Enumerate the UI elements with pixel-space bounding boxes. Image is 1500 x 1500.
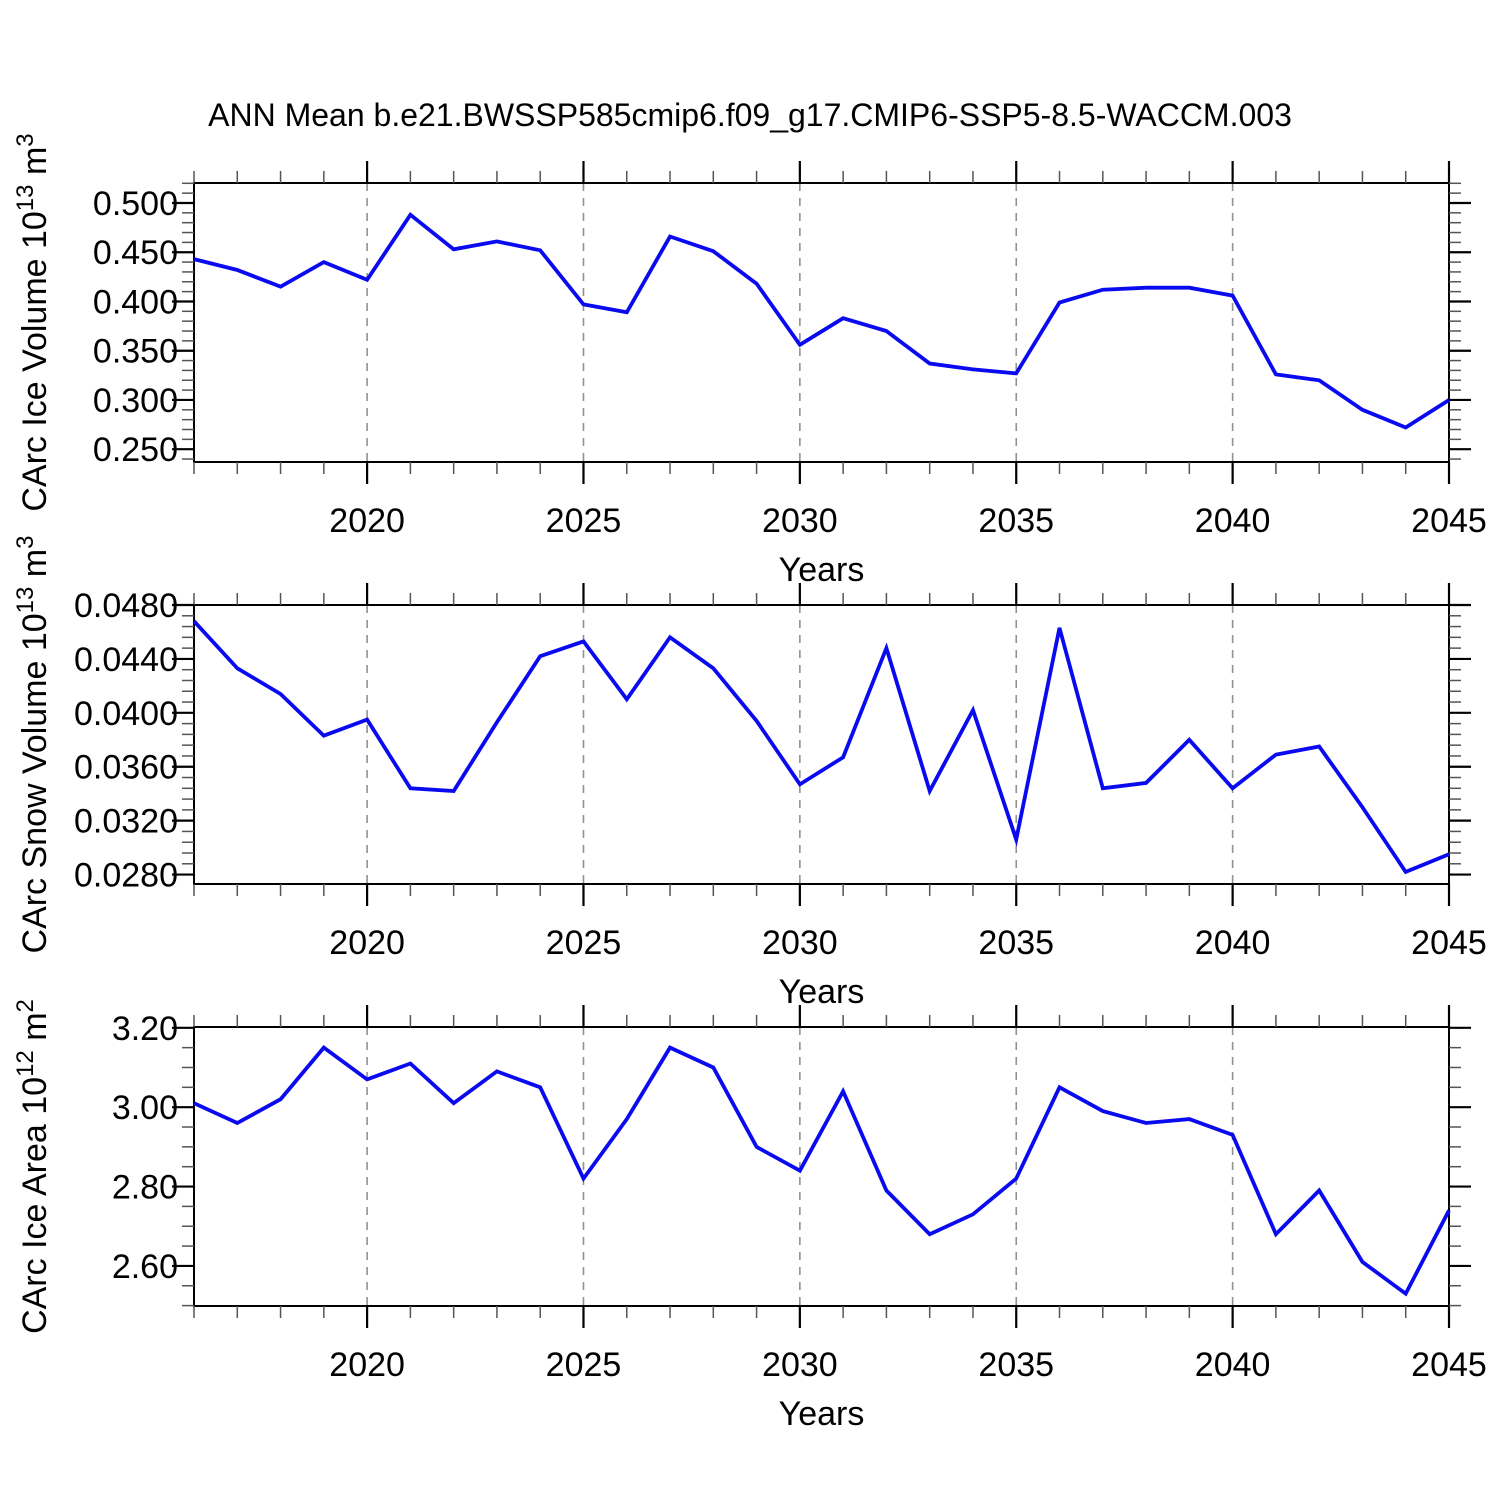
y-tick-label: 0.450 bbox=[93, 234, 178, 272]
y-tick-label: 0.500 bbox=[93, 185, 178, 223]
y-axis-title-text: m bbox=[16, 549, 54, 587]
panel-3: 2.60 2.80 3.00 3.20 2020 2025 2030 2035 2040 2045… bbox=[12, 999, 1487, 1433]
x-tick-label: 2020 bbox=[329, 924, 405, 962]
y-axis-title: CArc Ice Area 1012 m2 bbox=[12, 999, 54, 1334]
y-tick-label: 0.250 bbox=[93, 431, 178, 469]
x-tick-label: 2045 bbox=[1411, 1346, 1487, 1384]
y-axis-title-text: CArc Snow Volume 10 bbox=[16, 613, 54, 953]
y-axis-title-superscript: 3 bbox=[12, 133, 39, 146]
data-line-series bbox=[192, 619, 1450, 875]
x-tick-label: 2025 bbox=[546, 1346, 622, 1384]
y-tick-label: 0.0480 bbox=[74, 587, 178, 625]
panel-2: 0.0280 0.0320 0.0360 0.0400 0.0440 0.0480 2020… bbox=[12, 535, 1487, 1011]
y-tick-label: 0.0400 bbox=[74, 695, 178, 733]
data-line-series bbox=[193, 1045, 1451, 1297]
plot-box bbox=[193, 182, 1450, 463]
x-tick-label: 2030 bbox=[762, 502, 838, 540]
x-tick-label: 2040 bbox=[1195, 924, 1271, 962]
y-axis-title-superscript: 13 bbox=[12, 587, 39, 614]
x-axis-title: Years bbox=[779, 973, 865, 1011]
y-axis-title-superscript: 12 bbox=[12, 1050, 39, 1077]
x-tick-label: 2035 bbox=[978, 924, 1054, 962]
y-tick-label: 3.00 bbox=[112, 1089, 178, 1127]
x-tick-label: 2025 bbox=[546, 924, 622, 962]
x-tick-label: 2035 bbox=[978, 1346, 1054, 1384]
x-tick-label: 2040 bbox=[1195, 1346, 1271, 1384]
y-tick-label: 0.0360 bbox=[74, 749, 178, 787]
y-tick-label: 0.350 bbox=[93, 333, 178, 371]
y-tick-label: 0.0440 bbox=[74, 641, 178, 679]
data-line-series bbox=[193, 212, 1451, 430]
y-tick-label: 0.400 bbox=[93, 283, 178, 321]
x-tick-label: 2040 bbox=[1195, 502, 1271, 540]
x-tick-label: 2045 bbox=[1411, 924, 1487, 962]
y-axis-title: CArc Snow Volume 1013 m3 bbox=[12, 535, 54, 953]
y-axis-title-text: CArc Ice Area 10 bbox=[16, 1077, 54, 1334]
y-axis-title-text: m bbox=[16, 147, 54, 185]
y-tick-label: 2.80 bbox=[112, 1169, 178, 1207]
x-tick-label: 2020 bbox=[329, 502, 405, 540]
y-axis-title-superscript: 3 bbox=[12, 535, 39, 548]
y-axis-title-superscript: 2 bbox=[12, 999, 39, 1012]
x-tick-label: 2045 bbox=[1411, 502, 1487, 540]
panel-1: 0.250 0.300 0.350 0.400 0.450 0.500 2020 2025 20… bbox=[12, 133, 1487, 589]
y-axis-title: CArc Ice Volume 1013 m3 bbox=[12, 133, 54, 511]
x-tick-label: 2020 bbox=[329, 1346, 405, 1384]
x-axis-title: Years bbox=[779, 1395, 865, 1433]
y-tick-label: 0.300 bbox=[93, 382, 178, 420]
y-tick-label: 3.20 bbox=[112, 1010, 178, 1048]
y-axis-title-text: m bbox=[16, 1012, 54, 1050]
x-axis-title: Years bbox=[779, 551, 865, 589]
y-tick-label: 0.0320 bbox=[74, 803, 178, 841]
x-tick-label: 2035 bbox=[978, 502, 1054, 540]
plot-box bbox=[193, 1026, 1450, 1307]
y-axis-title-text: CArc Ice Volume 10 bbox=[16, 211, 54, 511]
page-title: ANN Mean b.e21.BWSSP585cmip6.f09_g17.CMI… bbox=[208, 97, 1292, 133]
x-tick-label: 2025 bbox=[546, 502, 622, 540]
y-tick-label: 0.0280 bbox=[74, 857, 178, 895]
y-axis-title-superscript: 13 bbox=[12, 184, 39, 211]
x-tick-label: 2030 bbox=[762, 1346, 838, 1384]
x-tick-label: 2030 bbox=[762, 924, 838, 962]
y-tick-label: 2.60 bbox=[112, 1248, 178, 1286]
